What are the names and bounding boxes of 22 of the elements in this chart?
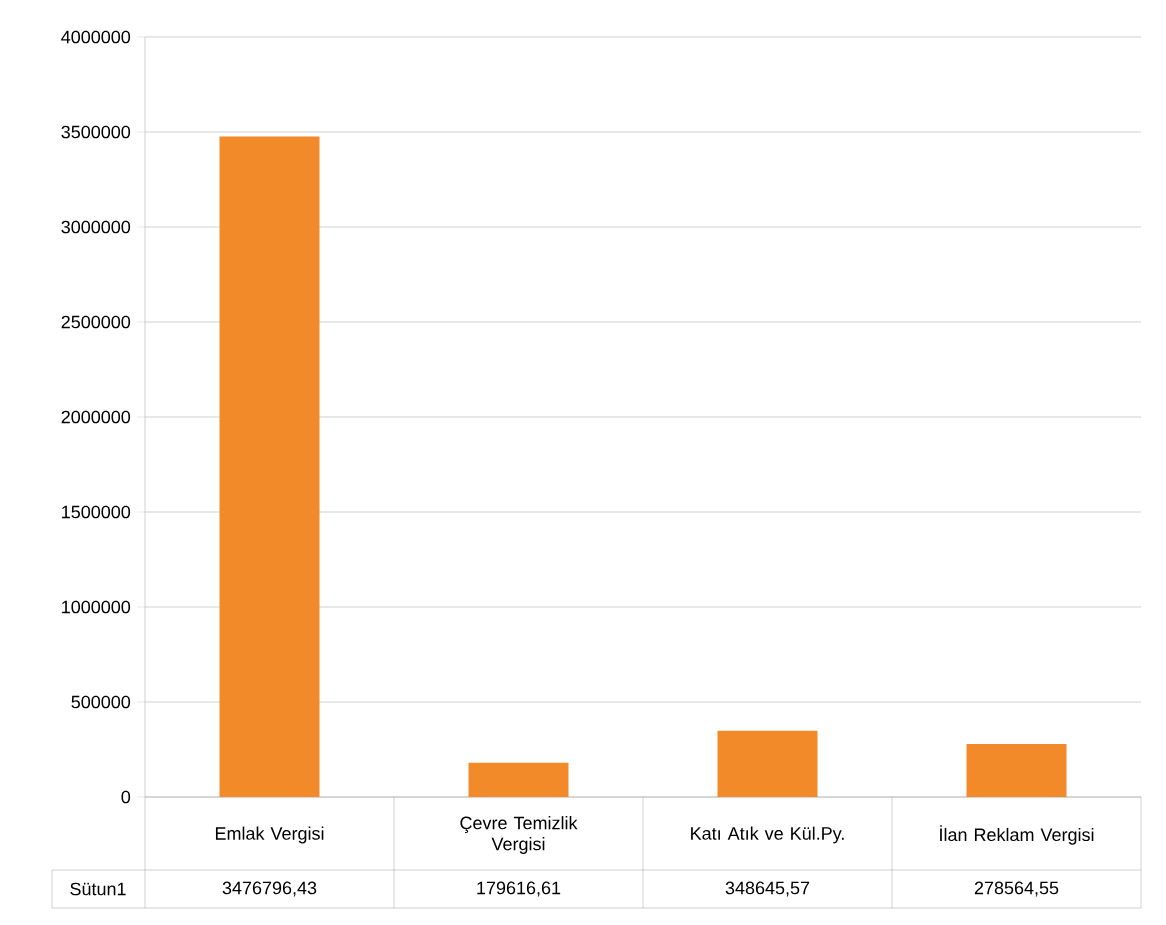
x-tick-label: İlan Reklam Vergisi bbox=[940, 825, 1094, 845]
bar bbox=[219, 136, 320, 797]
data-label: 3476796,43 bbox=[222, 881, 317, 897]
y-tick-label: 4000000 bbox=[61, 30, 131, 44]
y-tick-label: 3000000 bbox=[61, 220, 131, 234]
y-tick-label: 0 bbox=[121, 790, 131, 804]
data-label: 179616,61 bbox=[477, 881, 561, 897]
bar bbox=[717, 730, 818, 797]
x-tick-label: Emlak Vergisi bbox=[215, 826, 324, 844]
bar bbox=[468, 762, 569, 797]
y-tick-label: 3500000 bbox=[61, 125, 131, 139]
y-tick-label: 1500000 bbox=[62, 505, 131, 519]
y-tick-label: 2500000 bbox=[61, 315, 131, 329]
y-tick-label: 1000000 bbox=[62, 600, 131, 614]
text: Sütun1 bbox=[70, 882, 126, 896]
data-label: 278564,55 bbox=[974, 881, 1059, 897]
bar bbox=[966, 744, 1067, 797]
y-tick-label: 2000000 bbox=[61, 410, 131, 424]
x-tick-label: Katı Atık ve Kül.Py. bbox=[691, 826, 844, 844]
y-tick-label: 500000 bbox=[71, 695, 131, 709]
x-tick-label: Çevre Temizlik Vergisi bbox=[460, 816, 578, 854]
data-label: 348645,57 bbox=[725, 881, 810, 897]
